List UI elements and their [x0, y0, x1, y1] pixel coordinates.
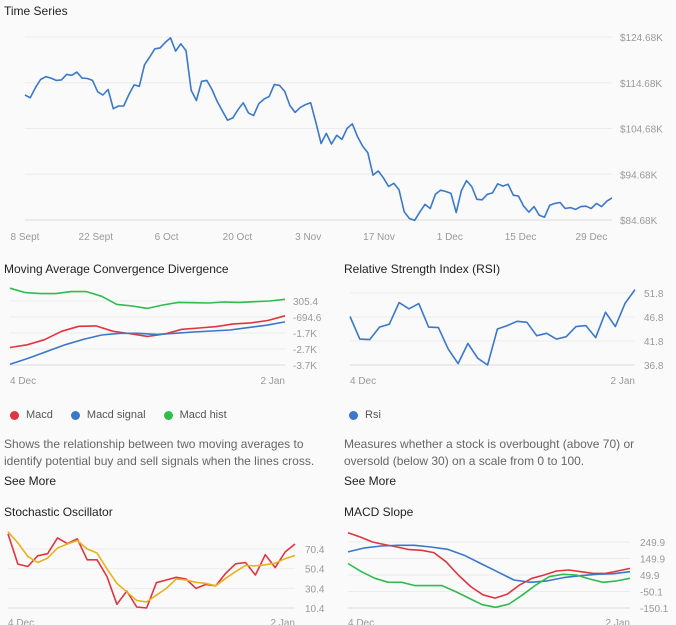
- time_series-y-tick-label: $104.68K: [620, 125, 663, 136]
- stochastic-x-tick-label: 4 Dec: [8, 618, 34, 625]
- macd-series-line-macd-hist: [9, 287, 286, 310]
- time_series-y-tick-label: $94.68K: [620, 170, 658, 181]
- rsi-legend: Rsi: [349, 409, 381, 421]
- time_series-x-tick-label: 8 Sept: [11, 232, 40, 243]
- stochastic-x-tick-label: 2 Jan: [271, 618, 295, 625]
- time_series-y-tick-label: $124.68K: [620, 33, 663, 44]
- stochastic-y-tick-label: 30.4: [305, 584, 325, 595]
- time_series-x-tick-label: 1 Dec: [437, 232, 463, 243]
- macd_slope-y-tick-label: -150.1: [640, 604, 669, 615]
- legend-item-rsi[interactable]: Rsi: [349, 409, 381, 421]
- rsi-y-tick-label: 36.8: [644, 361, 664, 372]
- macd-x-tick-label: 2 Jan: [261, 376, 285, 387]
- stochastic-series-line-red: [7, 533, 296, 609]
- rsi-y-tick-label: 41.8: [644, 337, 664, 348]
- rsi-see-more-link[interactable]: See More: [344, 474, 397, 488]
- stochastic-y-tick-label: 10.4: [305, 604, 325, 615]
- rsi-series-line-rsi: [349, 289, 636, 366]
- rsi-y-tick-label: 51.8: [644, 289, 664, 300]
- legend-label: Macd: [26, 409, 53, 421]
- macd_slope-x-tick-label: 4 Dec: [348, 618, 374, 625]
- time_series-x-tick-label: 3 Nov: [295, 232, 321, 243]
- macd-description: Shows the relationship between two movin…: [4, 437, 315, 468]
- macd-y-tick-label: -3.7K: [293, 361, 317, 372]
- macd-series-line-macd-signal: [9, 321, 286, 366]
- stochastic-y-tick-label: 50.4: [305, 565, 325, 576]
- macd_slope-y-tick-label: 149.9: [640, 555, 665, 566]
- legend-dot-icon: [70, 410, 80, 420]
- macd-x-tick-label: 4 Dec: [10, 376, 36, 387]
- legend-label: Macd hist: [179, 409, 227, 421]
- macd-slope-title: MACD Slope: [344, 505, 414, 519]
- rsi-title: Relative Strength Index (RSI): [344, 262, 501, 276]
- stochastic-title: Stochastic Oscillator: [4, 505, 113, 519]
- macd-title: Moving Average Convergence Divergence: [4, 262, 229, 276]
- macd-y-tick-label: -2.7K: [293, 345, 317, 356]
- time_series-series-line-blue: [24, 36, 613, 222]
- macd-y-tick-label: 305.4: [293, 297, 318, 308]
- time_series-y-tick-label: $114.68K: [620, 79, 662, 90]
- time-series-title: Time Series: [4, 4, 68, 18]
- stochastic-series-line-yellow: [7, 531, 296, 603]
- legend-dot-icon: [349, 410, 358, 420]
- legend-item-macd[interactable]: Macd: [10, 409, 53, 421]
- macd-y-tick-label: -694.6: [293, 313, 322, 324]
- macd_slope-series-line-red: [347, 532, 631, 599]
- rsi-y-tick-label: 46.8: [644, 313, 664, 324]
- time_series-x-tick-label: 29 Dec: [576, 232, 608, 243]
- time_series-x-tick-label: 6 Oct: [155, 232, 179, 243]
- stochastic-y-tick-label: 70.4: [305, 545, 325, 556]
- rsi-description: Measures whether a stock is overbought (…: [344, 437, 635, 468]
- legend-dot-icon: [10, 410, 19, 420]
- macd-legend: Macd Macd signal Macd hist: [10, 409, 227, 421]
- rsi-x-tick-label: 4 Dec: [350, 376, 376, 387]
- macd_slope-y-tick-label: -50.1: [640, 588, 663, 599]
- time_series-x-tick-label: 17 Nov: [363, 232, 395, 243]
- time_series-x-tick-label: 22 Sept: [79, 232, 114, 243]
- rsi-x-tick-label: 2 Jan: [611, 376, 635, 387]
- macd_slope-x-tick-label: 2 Jan: [606, 618, 630, 625]
- macd-series-line-macd: [9, 315, 286, 349]
- macd-y-tick-label: -1.7K: [293, 329, 317, 340]
- legend-label: Macd signal: [86, 409, 146, 421]
- time_series-x-tick-label: 20 Oct: [223, 232, 253, 243]
- legend-item-macd-signal[interactable]: Macd signal: [70, 409, 146, 421]
- time_series-x-tick-label: 15 Dec: [505, 232, 537, 243]
- macd_slope-y-tick-label: 249.9: [640, 538, 665, 549]
- macd_slope-series-line-blue: [347, 544, 631, 584]
- legend-label: Rsi: [365, 409, 381, 421]
- macd_slope-series-line-green: [347, 562, 631, 609]
- macd-see-more-link[interactable]: See More: [4, 474, 57, 488]
- macd_slope-y-tick-label: 49.9: [640, 571, 660, 582]
- legend-item-macd-hist[interactable]: Macd hist: [163, 409, 227, 421]
- time_series-y-tick-label: $84.68K: [620, 216, 658, 227]
- legend-dot-icon: [163, 410, 173, 420]
